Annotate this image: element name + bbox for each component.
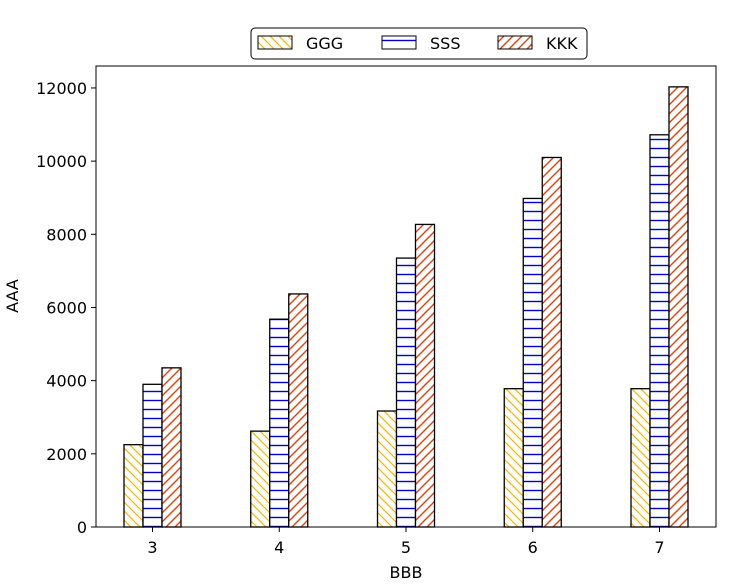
x-tick-label: 4	[274, 538, 284, 557]
bar-kkk-4	[288, 293, 309, 528]
legend-label-ggg: GGG	[306, 34, 343, 53]
x-tick-label: 5	[401, 538, 411, 557]
legend-item-kkk: KKK	[497, 34, 578, 53]
x-axis-label: BBB	[390, 563, 423, 582]
plot-area-frame	[95, 65, 717, 528]
x-tick-label: 3	[147, 538, 157, 557]
y-axis-label: AAA	[3, 279, 22, 313]
bar-sss-3	[142, 383, 163, 528]
bar-ggg-5	[376, 410, 398, 528]
legend-label-sss: SSS	[430, 34, 460, 53]
x-tick-label: 6	[528, 538, 538, 557]
bar-sss-4	[269, 318, 290, 528]
legend-item-ggg: GGG	[257, 34, 343, 53]
ticks-layer: 3 4 5 6 7 0 2000 4000 6000 8000 10000 12000	[36, 79, 665, 557]
legend-frame	[250, 27, 588, 60]
bars-layer	[123, 86, 689, 528]
y-tick-label: 10000	[36, 152, 87, 171]
bar-kkk-5	[414, 223, 436, 528]
bar-kkk-6	[541, 156, 562, 528]
bar-ggg-6	[503, 388, 524, 528]
y-tick-label: 2000	[46, 445, 87, 464]
legend-swatch-kkk	[497, 35, 533, 50]
bar-kkk-3	[161, 367, 182, 528]
bar-kkk-7	[668, 86, 689, 528]
y-tick-label: 4000	[46, 372, 87, 391]
bar-sss-5	[395, 257, 417, 528]
legend-swatch-ggg	[257, 35, 293, 50]
y-tick-label: 0	[77, 518, 87, 537]
y-tick-label: 12000	[36, 79, 87, 98]
y-tick-label: 8000	[46, 225, 87, 244]
bar-ggg-4	[250, 430, 271, 528]
legend-label-kkk: KKK	[546, 34, 578, 53]
legend-swatch-sss	[381, 35, 417, 50]
bar-sss-7	[649, 134, 670, 528]
y-tick-label: 6000	[46, 298, 87, 317]
legend: GGG SSS KKK	[250, 27, 588, 60]
bar-sss-6	[522, 197, 543, 528]
x-tick-label: 7	[654, 538, 664, 557]
bar-ggg-3	[123, 444, 144, 528]
legend-item-sss: SSS	[381, 34, 460, 53]
bar-ggg-7	[630, 388, 651, 528]
